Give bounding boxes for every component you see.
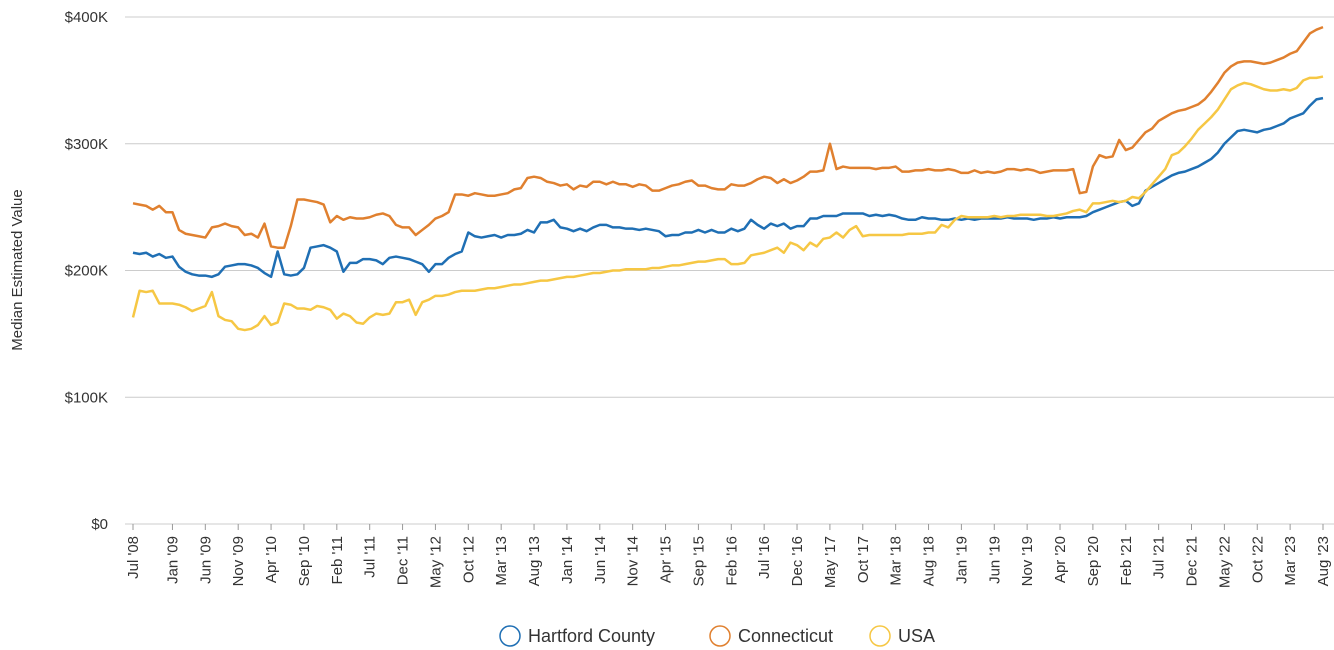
x-tick-label: Apr '20 — [1052, 536, 1069, 583]
y-tick-label: $100K — [65, 389, 108, 406]
x-tick-label: Jun '09 — [197, 536, 214, 584]
legend-marker — [709, 625, 731, 647]
x-tick-label: May '22 — [1216, 536, 1233, 588]
x-tick-label: Nov '14 — [625, 536, 642, 586]
legend-label: USA — [898, 626, 935, 646]
x-tick-label: Jul '11 — [362, 536, 379, 578]
y-tick-label: $300K — [65, 136, 108, 153]
x-tick-label: Feb '21 — [1118, 536, 1135, 586]
x-tick-label: Dec '21 — [1184, 536, 1201, 586]
x-tick-label: Aug '13 — [526, 536, 543, 586]
x-tick-label: Jan '09 — [164, 536, 181, 584]
x-tick-label: Jun '14 — [592, 536, 609, 584]
x-tick-label: Mar '18 — [888, 536, 905, 586]
x-tick-label: Aug '18 — [921, 536, 938, 586]
x-tick-label: Sep '10 — [296, 536, 313, 586]
x-tick-label: May '17 — [822, 536, 839, 588]
x-tick-label: May '12 — [427, 536, 444, 588]
x-tick-label: Apr '15 — [658, 536, 675, 583]
x-tick-label: Nov '09 — [230, 536, 247, 586]
x-tick-label: Oct '12 — [460, 536, 477, 583]
x-tick-label: Jul '16 — [756, 536, 773, 579]
y-tick-label: $400K — [65, 9, 108, 26]
x-tick-label: Mar '13 — [493, 536, 510, 586]
x-tick-label: Dec '16 — [789, 536, 806, 586]
x-tick-label: Mar '23 — [1282, 536, 1299, 586]
x-tick-label: Sep '15 — [690, 536, 707, 586]
x-tick-label: Jun '19 — [986, 536, 1003, 584]
x-tick-label: Dec '11 — [395, 536, 412, 585]
line-series — [132, 25, 1324, 249]
legend-marker — [499, 625, 521, 647]
x-tick-label: Jul '21 — [1151, 536, 1168, 579]
x-tick-label: Jan '19 — [953, 536, 970, 584]
y-tick-label: $0 — [91, 516, 108, 533]
x-tick-label: Sep '20 — [1085, 536, 1102, 586]
y-tick-label: $200K — [65, 263, 108, 280]
x-tick-label: Aug '23 — [1315, 536, 1332, 586]
x-tick-label: Feb '11 — [329, 536, 346, 584]
x-tick-label: Apr '10 — [263, 536, 280, 583]
x-tick-label: Jan '14 — [559, 536, 576, 584]
x-tick-label: Oct '22 — [1249, 536, 1266, 583]
x-tick-label: Jul '08 — [125, 536, 142, 579]
x-tick-label: Feb '16 — [723, 536, 740, 586]
legend-label: Hartford County — [528, 626, 655, 646]
line-series — [131, 75, 1324, 332]
legend-label: Connecticut — [738, 626, 833, 646]
legend-marker — [869, 625, 891, 647]
x-tick-label: Nov '19 — [1019, 536, 1036, 586]
x-tick-label: Oct '17 — [855, 536, 872, 583]
y-axis-label: Median Estimated Value — [9, 189, 26, 350]
